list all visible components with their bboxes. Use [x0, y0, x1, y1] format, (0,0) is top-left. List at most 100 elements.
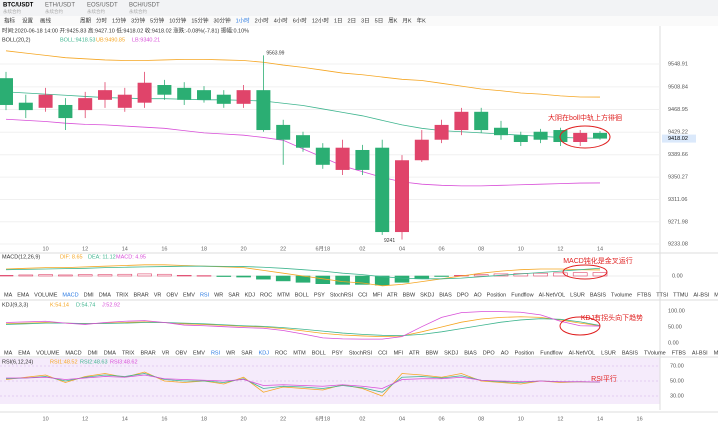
indicator-tab[interactable]: EMV	[193, 350, 205, 356]
interval-button[interactable]: 10分钟	[169, 16, 187, 24]
tab-sub[interactable]: 永续合约	[129, 8, 147, 15]
indicator-tab[interactable]: WR	[214, 292, 223, 298]
toolbar-button[interactable]: 画线	[40, 16, 52, 24]
indicator-tab[interactable]: MFI	[394, 350, 404, 356]
indicator-tab[interactable]: BRAR	[133, 292, 148, 298]
indicator-tab[interactable]: DMI	[84, 292, 95, 298]
indicator-tab[interactable]: BBW	[426, 350, 439, 356]
indicator-tab[interactable]: EMA	[17, 292, 29, 298]
indicator-tab[interactable]: SKDJ	[420, 292, 434, 298]
interval-button[interactable]: 5日	[375, 17, 384, 24]
indicator-tab[interactable]: FTBS	[637, 292, 651, 298]
indicator-tab[interactable]: PSY	[332, 350, 343, 356]
indicator-tab[interactable]: DPO	[483, 350, 496, 356]
indicator-tab[interactable]: CCI	[378, 350, 388, 356]
indicator-tab[interactable]: MACD	[65, 350, 81, 356]
indicator-tab[interactable]: KDJ	[259, 350, 270, 356]
indicator-tab[interactable]: OBV	[166, 292, 178, 298]
indicator-tab[interactable]: KDJ	[245, 292, 256, 298]
interval-button[interactable]: 1小时	[236, 16, 251, 24]
indicator-tab[interactable]: MTM	[277, 292, 290, 298]
indicator-tab[interactable]: BRAR	[140, 350, 155, 356]
indicator-tab[interactable]: EMA	[18, 350, 30, 356]
interval-button[interactable]: 2小时	[255, 16, 270, 24]
indicator-tab[interactable]: BIAS	[439, 292, 452, 298]
tab-sub[interactable]: 永续合约	[3, 8, 21, 15]
toolbar-button[interactable]: 指标	[4, 16, 16, 24]
interval-button[interactable]: 6小时	[293, 16, 308, 24]
indicator-tab[interactable]: EMV	[183, 292, 195, 298]
indicator-tab[interactable]: MLR	[714, 350, 718, 356]
indicator-tab[interactable]: DPO	[457, 292, 470, 298]
indicator-tab[interactable]: AO	[474, 292, 483, 298]
indicator-tab[interactable]: Position	[515, 350, 535, 356]
indicator-tab[interactable]: BOLL	[312, 350, 326, 356]
indicator-tab[interactable]: MACD	[62, 292, 78, 298]
tab-label[interactable]: BCH/USDT	[129, 3, 160, 9]
indicator-tab[interactable]: VOLUME	[36, 350, 60, 356]
indicator-tab[interactable]: LSUR	[570, 292, 585, 298]
indicator-tab[interactable]: SAR	[228, 292, 239, 298]
indicator-tab[interactable]: ATR	[387, 292, 398, 298]
interval-button[interactable]: 15分钟	[191, 16, 209, 24]
interval-button[interactable]: 2日	[348, 17, 357, 24]
indicator-tab[interactable]: ATR	[409, 350, 420, 356]
interval-button[interactable]: 3日	[361, 17, 370, 24]
indicator-tab[interactable]: MLR	[714, 292, 718, 298]
indicator-tab[interactable]: AI-BSI	[692, 350, 708, 356]
indicator-tab[interactable]: Fundflow	[511, 292, 533, 298]
indicator-tab[interactable]: OBV	[175, 350, 187, 356]
interval-button[interactable]: 周期	[80, 17, 92, 24]
indicator-tab[interactable]: Tvolume	[611, 292, 632, 298]
interval-button[interactable]: 月K	[402, 17, 412, 24]
interval-button[interactable]: 30分钟	[213, 16, 231, 24]
interval-button[interactable]: 5分钟	[150, 16, 165, 24]
tab-label[interactable]: EOS/USDT	[87, 3, 118, 9]
interval-button[interactable]: 年K	[417, 16, 427, 24]
indicator-tab[interactable]: LSUR	[601, 350, 616, 356]
indicator-tab[interactable]: TTMU	[673, 292, 688, 298]
indicator-tab[interactable]: CCI	[358, 292, 368, 298]
indicator-tab[interactable]: VR	[154, 292, 162, 298]
indicator-tab[interactable]: TRIX	[116, 292, 129, 298]
indicator-tab[interactable]: PSY	[314, 292, 325, 298]
indicator-tab[interactable]: SKDJ	[444, 350, 458, 356]
indicator-tab[interactable]: ROC	[260, 292, 272, 298]
indicator-tab[interactable]: VR	[162, 350, 170, 356]
indicator-tab[interactable]: AO	[501, 350, 510, 356]
tab-sub[interactable]: 永续合约	[87, 8, 105, 15]
indicator-tab[interactable]: MFI	[373, 292, 383, 298]
indicator-tab[interactable]: BASIS	[590, 292, 607, 298]
interval-button[interactable]: 4小时	[274, 16, 289, 24]
indicator-tab[interactable]: Position	[487, 292, 507, 298]
indicator-tab[interactable]: StochRSI	[330, 292, 354, 298]
indicator-tab[interactable]: StochRSI	[349, 350, 373, 356]
boll-name[interactable]: BOLL(20,2)	[2, 37, 31, 43]
interval-button[interactable]: 周K	[388, 17, 398, 24]
tab-label[interactable]: ETH/USDT	[45, 3, 75, 9]
indicator-tab[interactable]: FTBS	[672, 350, 686, 356]
indicator-tab[interactable]: BASIS	[622, 350, 639, 356]
toolbar-button[interactable]: 设置	[22, 16, 34, 24]
interval-button[interactable]: 分时	[96, 16, 108, 24]
indicator-tab[interactable]: BIAS	[464, 350, 477, 356]
indicator-tab[interactable]: BBW	[403, 292, 416, 298]
indicator-tab[interactable]: SAR	[241, 350, 252, 356]
indicator-tab[interactable]: DMA	[104, 350, 117, 356]
indicator-tab[interactable]: ROC	[275, 350, 287, 356]
indicator-tab[interactable]: AI-NetVOL	[539, 292, 566, 298]
indicator-tab[interactable]: MA	[4, 292, 13, 298]
interval-button[interactable]: 1日	[334, 17, 343, 24]
indicator-tab[interactable]: MTM	[293, 350, 306, 356]
indicator-tab[interactable]: VOLUME	[34, 292, 58, 298]
indicator-tab[interactable]: DMA	[99, 292, 112, 298]
indicator-tab[interactable]: Fundflow	[540, 350, 562, 356]
interval-button[interactable]: 12小时	[312, 16, 330, 24]
indicator-tab[interactable]: AI-NetVOL	[569, 350, 596, 356]
indicator-tab[interactable]: RSI	[200, 292, 210, 298]
indicator-tab[interactable]: DMI	[88, 350, 99, 356]
indicator-tab[interactable]: RSI	[211, 350, 221, 356]
indicator-tab[interactable]: TTSI	[656, 292, 668, 298]
tab-sub[interactable]: 永续合约	[45, 8, 63, 15]
interval-button[interactable]: 1分钟	[112, 16, 127, 24]
